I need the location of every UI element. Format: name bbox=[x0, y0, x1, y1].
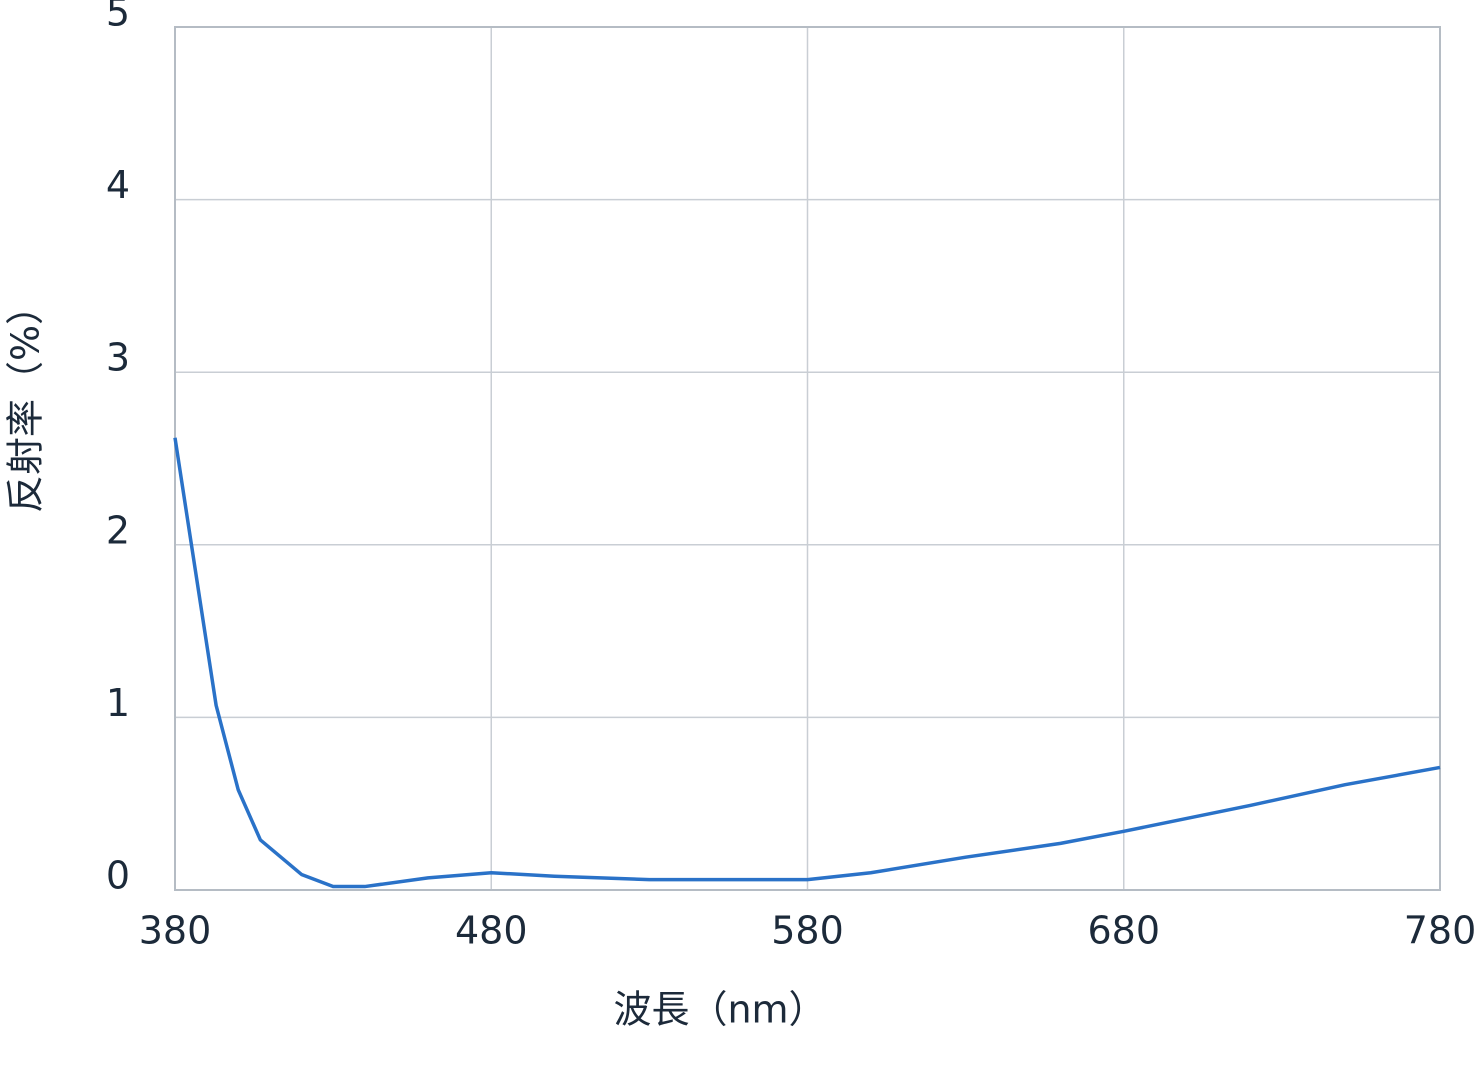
y-tick-label: 3 bbox=[106, 336, 130, 380]
y-tick-label: 1 bbox=[106, 681, 130, 725]
x-axis-label: 波長（nm） bbox=[613, 988, 826, 1032]
y-tick-label: 4 bbox=[106, 163, 130, 207]
y-tick-label: 5 bbox=[106, 0, 130, 35]
x-tick-label: 480 bbox=[455, 909, 528, 953]
x-tick-label: 380 bbox=[139, 909, 212, 953]
x-tick-label: 680 bbox=[1087, 909, 1160, 953]
y-axis-label: 反射率（%） bbox=[4, 287, 48, 513]
y-tick-label: 2 bbox=[106, 508, 130, 552]
x-tick-label: 580 bbox=[771, 909, 844, 953]
data-line bbox=[173, 437, 1441, 889]
plot-frame bbox=[174, 26, 1441, 891]
y-tick-label: 0 bbox=[106, 854, 130, 898]
x-tick-label: 780 bbox=[1404, 909, 1477, 953]
